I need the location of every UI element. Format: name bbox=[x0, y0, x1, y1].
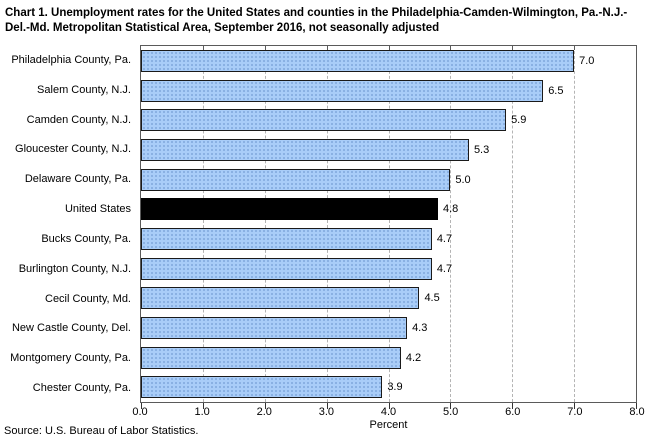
bottom-tick-mark bbox=[202, 403, 204, 409]
category-label: New Castle County, Del. bbox=[11, 322, 131, 335]
category-label: Delaware County, Pa. bbox=[24, 173, 131, 186]
category-label: Burlington County, N.J. bbox=[18, 262, 131, 275]
bottom-tick-mark bbox=[450, 403, 452, 409]
category-label: Chester County, Pa. bbox=[32, 382, 131, 395]
top-tick-mark bbox=[264, 46, 266, 50]
bar-row: 4.2 bbox=[141, 343, 636, 373]
bar-row: 5.3 bbox=[141, 135, 636, 165]
bottom-tick-mark bbox=[264, 403, 266, 409]
gridline bbox=[388, 46, 390, 402]
gridline bbox=[326, 46, 328, 402]
x-tick-label: 3.0 bbox=[318, 406, 335, 418]
value-label: 4.5 bbox=[424, 292, 440, 305]
bottom-tick-mark bbox=[574, 403, 576, 409]
x-axis-title: Percent bbox=[369, 419, 408, 431]
value-label: 4.2 bbox=[405, 351, 422, 364]
bars-container: 7.0 6.5 5.9 5.3 5.0 4.8 4.7 4.7 4.5 4.3 … bbox=[141, 46, 636, 402]
category-label: Bucks County, Pa. bbox=[41, 232, 131, 245]
bottom-tick-mark bbox=[141, 403, 142, 409]
gridline bbox=[202, 46, 204, 402]
bar-row: 4.7 bbox=[141, 224, 636, 254]
x-tick-label: 7.0 bbox=[567, 406, 583, 418]
top-tick-mark bbox=[450, 46, 452, 50]
bar-row: 6.5 bbox=[141, 76, 636, 106]
x-tick-label: 6.0 bbox=[505, 406, 521, 418]
bottom-tick-mark bbox=[636, 403, 637, 409]
bar-philadelphia-county bbox=[141, 49, 575, 72]
bar-row: 4.5 bbox=[141, 283, 636, 313]
bar-delaware-county bbox=[141, 168, 451, 191]
bar-gloucester-county bbox=[141, 138, 469, 161]
bottom-tick-mark bbox=[388, 403, 390, 409]
bar-chester-county bbox=[141, 376, 383, 399]
top-tick-mark bbox=[326, 46, 328, 50]
x-tick-label: 4.0 bbox=[380, 406, 397, 418]
bar-row: 4.3 bbox=[141, 313, 636, 343]
value-label: 3.9 bbox=[387, 381, 403, 394]
bar-montgomery-county bbox=[141, 346, 401, 369]
value-label: 4.3 bbox=[412, 321, 428, 334]
category-label: Cecil County, Md. bbox=[45, 292, 131, 305]
top-tick-mark bbox=[574, 46, 576, 50]
category-axis: Philadelphia County, Pa. Salem County, N… bbox=[0, 45, 138, 403]
x-tick-label: 5.0 bbox=[442, 406, 459, 418]
bar-row: 4.7 bbox=[141, 254, 636, 284]
bar-row: 3.9 bbox=[141, 372, 636, 402]
x-tick-label: 8.0 bbox=[629, 406, 645, 418]
value-label: 4.7 bbox=[436, 232, 453, 245]
bar-salem-county bbox=[141, 79, 544, 102]
x-tick-label: 1.0 bbox=[194, 406, 210, 418]
gridline bbox=[512, 46, 514, 402]
gridline bbox=[264, 46, 266, 402]
value-label: 6.5 bbox=[548, 84, 564, 97]
top-tick-mark bbox=[512, 46, 514, 50]
gridline bbox=[574, 46, 576, 402]
bar-row: 5.0 bbox=[141, 165, 636, 195]
category-label: Salem County, N.J. bbox=[37, 83, 131, 96]
bar-united-states bbox=[141, 198, 438, 221]
bottom-tick-mark bbox=[512, 403, 514, 409]
bar-cecil-county bbox=[141, 287, 420, 310]
value-label: 5.3 bbox=[473, 143, 490, 156]
bar-burlington-county bbox=[141, 257, 432, 280]
value-label: 4.8 bbox=[443, 203, 459, 216]
value-label: 5.0 bbox=[455, 173, 471, 186]
top-tick-mark bbox=[202, 46, 204, 50]
top-tick-mark bbox=[388, 46, 390, 50]
chart-title: Chart 1. Unemployment rates for the Unit… bbox=[5, 7, 628, 34]
source-note: Source: U.S. Bureau of Labor Statistics. bbox=[4, 425, 199, 437]
bar-bucks-county bbox=[141, 227, 432, 250]
bottom-tick-mark bbox=[326, 403, 328, 409]
value-label: 5.9 bbox=[511, 114, 527, 127]
x-axis: 0.0 1.0 2.0 3.0 4.0 5.0 6.0 7.0 8.0 bbox=[132, 406, 644, 419]
plot-area: 7.0 6.5 5.9 5.3 5.0 4.8 4.7 4.7 4.5 4.3 … bbox=[140, 45, 637, 409]
bar-camden-county bbox=[141, 109, 507, 132]
category-label: Gloucester County, N.J. bbox=[15, 143, 131, 156]
category-label: United States bbox=[64, 203, 131, 216]
value-label: 4.7 bbox=[436, 262, 453, 275]
category-label: Camden County, N.J. bbox=[26, 113, 131, 126]
bar-row: 4.8 bbox=[141, 194, 636, 224]
x-tick-label: 2.0 bbox=[256, 406, 272, 418]
value-label: 7.0 bbox=[579, 54, 595, 67]
gridline bbox=[450, 46, 452, 402]
bar-row: 5.9 bbox=[141, 105, 636, 135]
category-label: Montgomery County, Pa. bbox=[10, 352, 131, 365]
bar-new-castle-county bbox=[141, 316, 408, 339]
category-label: Philadelphia County, Pa. bbox=[11, 53, 131, 66]
bar-row: 7.0 bbox=[141, 46, 636, 76]
x-tick-label: 0.0 bbox=[132, 406, 148, 418]
